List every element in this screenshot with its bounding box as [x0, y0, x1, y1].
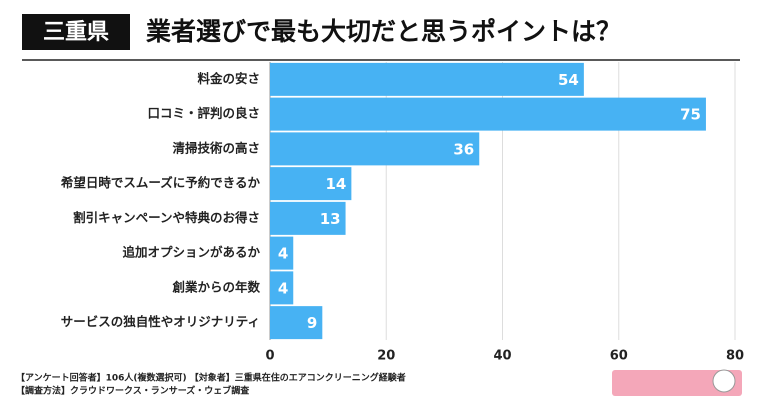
y-tick-label: 希望日時でスムーズに予約できるか [60, 175, 261, 190]
x-tick-label: 40 [493, 349, 511, 364]
x-tick-label: 60 [610, 349, 628, 364]
bar [270, 201, 346, 235]
title-tag-box [22, 14, 130, 50]
bar [270, 236, 294, 270]
value-label: 4 [278, 279, 288, 297]
title-tag: 三重県 [43, 20, 109, 45]
note: 【調査方法】クラウドワークス・ランサーズ・ウェブ調査 [16, 385, 250, 397]
bar [270, 167, 352, 201]
x-tick-label: 0 [265, 349, 274, 364]
value-label: 9 [307, 314, 317, 332]
bar [270, 97, 706, 131]
value-label: 36 [453, 140, 474, 158]
value-label: 13 [320, 210, 341, 228]
y-tick-label: 創業からの年数 [171, 279, 260, 294]
y-tick-label: 清掃技術の高さ [172, 140, 260, 155]
y-tick-label: 割引キャンペーンや特典のお得さ [73, 210, 260, 225]
logo-icon [712, 369, 736, 393]
y-tick-label: サービスの独自性やオリジナリティ [61, 314, 260, 329]
x-tick-label: 20 [377, 349, 395, 364]
value-label: 54 [558, 71, 579, 89]
y-tick-label: 追加オプションがあるか [122, 245, 260, 260]
bar [270, 271, 294, 305]
chart-title: 業者選びで最も大切だと思うポイントは？ [146, 17, 621, 46]
logo [612, 370, 742, 396]
bar [270, 62, 584, 96]
x-tick-label: 80 [726, 349, 744, 364]
bar [270, 132, 480, 166]
bar [270, 306, 323, 340]
value-label: 14 [326, 175, 347, 193]
y-tick-label: 口コミ・評判の良さ [147, 106, 260, 121]
value-label: 75 [680, 106, 701, 124]
note: 【アンケート回答者】106人(複数選択可) 【対象者】三重県在住のエアコンクリー… [16, 372, 406, 384]
value-label: 4 [278, 245, 288, 263]
y-tick-label: 料金の安さ [197, 71, 260, 86]
